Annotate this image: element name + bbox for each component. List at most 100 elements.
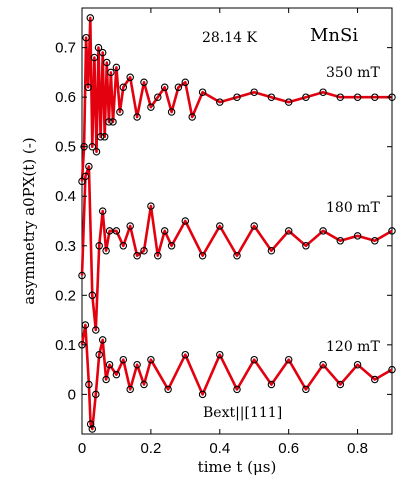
data-point (319, 227, 327, 235)
data-point (112, 227, 121, 235)
data-point (167, 108, 176, 116)
x-tick-label: 0.4 (209, 440, 230, 457)
y-tick-label: 0.5 (55, 139, 76, 156)
data-point (371, 375, 379, 384)
data-point (233, 251, 241, 260)
data-point (233, 385, 241, 394)
data-point (100, 133, 109, 141)
data-point (284, 227, 293, 235)
data-point (336, 380, 345, 389)
data-point (319, 88, 327, 96)
data-point (95, 350, 103, 359)
data-point (302, 93, 310, 101)
y-axis-label: asymmetry a0PX(t) (-) (20, 137, 38, 304)
data-point (284, 355, 293, 364)
data-point (116, 108, 124, 116)
field-direction-label: Bext||[111] (203, 405, 282, 421)
data-point (96, 133, 105, 141)
data-point (98, 207, 107, 215)
data-point (198, 88, 207, 96)
data-points (78, 14, 396, 433)
data-point (126, 222, 134, 230)
data-point (95, 242, 103, 250)
data-point (98, 336, 107, 344)
data-point (198, 390, 207, 399)
data-point (181, 78, 190, 87)
data-point (90, 53, 99, 62)
x-tick-label: 0.2 (140, 440, 161, 457)
data-point (92, 390, 100, 399)
data-point (126, 73, 134, 82)
data-point (80, 142, 88, 151)
data-point (81, 321, 90, 329)
data-point (86, 420, 95, 428)
data-point (388, 227, 396, 235)
data-point (216, 222, 224, 230)
data-point (78, 271, 86, 280)
x-axis-label: time t (μs) (198, 458, 277, 476)
data-point (371, 237, 379, 245)
plot-frame (81, 7, 393, 435)
series-label-180: 180 mT (326, 200, 380, 216)
data-point (86, 14, 95, 22)
data-point (250, 355, 258, 364)
data-point (133, 113, 141, 121)
data-point (102, 375, 110, 384)
data-point (109, 118, 117, 126)
x-tick-label: 0.8 (347, 440, 368, 457)
data-point (88, 425, 97, 433)
data-point (302, 385, 310, 394)
data-point (133, 251, 141, 260)
data-point (84, 83, 92, 92)
data-point (250, 88, 258, 96)
data-point (119, 242, 128, 250)
fit-curve-1 (80, 165, 393, 332)
x-tick-label: 0 (78, 440, 86, 457)
data-point (140, 380, 148, 389)
data-point (154, 251, 162, 260)
data-point (140, 246, 148, 255)
y-tick-label: 0.1 (55, 337, 76, 354)
data-point (88, 291, 97, 300)
data-point (160, 83, 169, 92)
data-point (88, 142, 97, 151)
data-point (119, 83, 128, 92)
data-point (154, 93, 162, 101)
data-point (140, 78, 148, 87)
temperature-label: 28.14 K (202, 30, 258, 46)
data-point (81, 172, 90, 181)
data-point (388, 365, 396, 374)
data-point (164, 385, 172, 394)
y-tick-label: 0 (68, 386, 76, 403)
data-point (174, 83, 183, 92)
axis-ticks (81, 8, 392, 434)
data-point (126, 385, 134, 394)
data-point (82, 33, 90, 42)
sample-label: MnSi (310, 25, 358, 46)
data-point (167, 242, 176, 250)
y-tick-label: 0.6 (55, 89, 76, 106)
x-tick-label: 0.6 (278, 440, 299, 457)
data-point (181, 217, 190, 225)
fit-curve-2 (80, 323, 393, 431)
data-point (160, 227, 169, 235)
data-point (98, 48, 107, 57)
data-point (147, 355, 155, 364)
data-point (371, 93, 379, 101)
data-point (188, 113, 196, 121)
data-point (103, 58, 111, 67)
data-point (78, 177, 86, 186)
data-point (119, 355, 128, 364)
data-point (105, 118, 113, 126)
data-point (107, 68, 115, 77)
data-point (250, 222, 258, 230)
data-point (112, 63, 121, 72)
data-point (353, 360, 362, 369)
data-point (147, 202, 155, 210)
y-tick-label: 0.3 (55, 238, 76, 255)
data-point (112, 370, 121, 379)
fit-curves (80, 16, 393, 431)
data-point (85, 162, 93, 171)
data-point (319, 360, 327, 369)
